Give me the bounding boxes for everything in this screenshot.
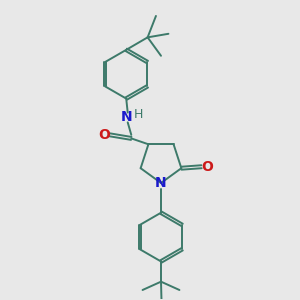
Text: H: H xyxy=(134,108,143,121)
Text: N: N xyxy=(155,176,167,190)
Text: O: O xyxy=(201,160,213,174)
Text: N: N xyxy=(120,110,132,124)
Text: O: O xyxy=(99,128,110,142)
